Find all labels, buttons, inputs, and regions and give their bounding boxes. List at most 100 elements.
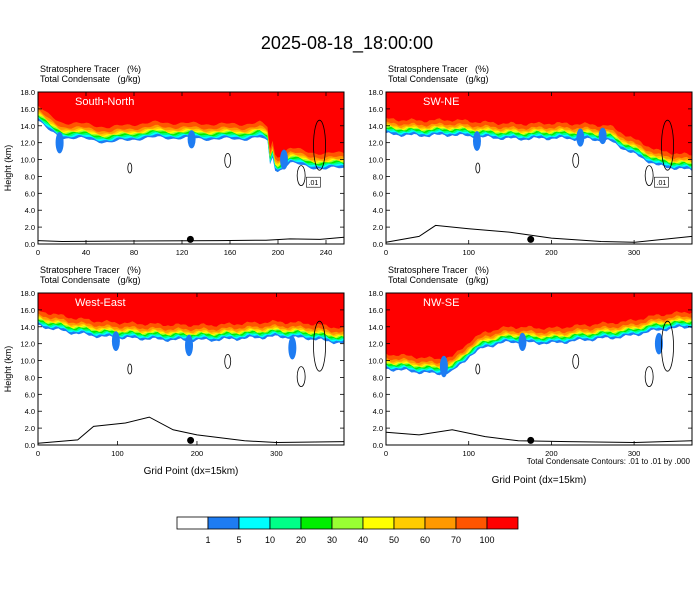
- x-axis-label: Grid Point (dx=15km): [144, 466, 239, 477]
- terrain-line: [37, 416, 345, 444]
- colorbar-swatch: [455, 516, 488, 530]
- y-tick-label: 12.0: [20, 340, 35, 349]
- panel-field-line1: Stratosphere Tracer (%): [388, 64, 489, 74]
- y-axis-label: Height (km): [3, 145, 13, 192]
- condensate-contour: [661, 119, 674, 171]
- tracer-field: [386, 92, 692, 172]
- panel-label: NW-SE: [423, 297, 459, 309]
- terrain-line: [385, 429, 693, 444]
- y-tick-label: 0.0: [373, 240, 383, 249]
- location-marker: [187, 436, 195, 444]
- tracer-field: [38, 293, 344, 360]
- y-tick-label: 14.0: [20, 122, 35, 131]
- tracer-intrusion: [518, 332, 527, 352]
- panel-field-line2: Total Condensate (g/kg): [388, 275, 489, 285]
- condensate-contours: [475, 119, 674, 187]
- x-tick-label: 300: [270, 449, 283, 458]
- y-tick-label: 2.0: [373, 424, 383, 433]
- location-marker: [527, 235, 535, 243]
- colorbar-swatch: [207, 516, 240, 530]
- colorbar-label: 10: [265, 535, 275, 545]
- x-tick-label: 100: [111, 449, 124, 458]
- x-tick-label: 100: [462, 248, 475, 257]
- x-tick-label: 0: [384, 449, 388, 458]
- y-tick-label: 6.0: [25, 390, 35, 399]
- y-tick-label: 2.0: [25, 424, 35, 433]
- y-tick-label: 10.0: [20, 156, 35, 165]
- y-tick-label: 10.0: [20, 357, 35, 366]
- footnote: Total Condensate Contours: .01 to .01 by…: [527, 457, 691, 466]
- y-tick-label: 16.0: [20, 105, 35, 114]
- colorbar-swatch: [362, 516, 395, 530]
- tracer-intrusion: [187, 130, 196, 149]
- y-tick-label: 18.0: [368, 88, 383, 97]
- x-tick-label: 0: [36, 248, 40, 257]
- colorbar-swatch: [331, 516, 364, 530]
- plot-frame: [385, 292, 693, 446]
- terrain-line: [385, 224, 693, 243]
- x-axis-label: Grid Point (dx=15km): [492, 475, 587, 486]
- condensate-contour: [127, 162, 133, 174]
- y-axis-label: Height (km): [3, 346, 13, 393]
- panel-field-line2: Total Condensate (g/kg): [40, 275, 141, 285]
- tracer-band-10: [38, 293, 344, 329]
- colorbar-swatch: [424, 516, 457, 530]
- x-tick-label: 0: [36, 449, 40, 458]
- y-tick-label: 18.0: [20, 88, 35, 97]
- contour-label: .01: [657, 180, 667, 187]
- tracer-intrusion: [472, 131, 481, 151]
- condensate-contours: [127, 320, 326, 388]
- tracer-intrusion: [288, 336, 297, 360]
- x-tick-label: 200: [545, 248, 558, 257]
- colorbar-label: 20: [296, 535, 306, 545]
- colorbar-label: 100: [479, 535, 494, 545]
- y-tick-label: 16.0: [368, 306, 383, 315]
- plot-frame: [37, 292, 345, 446]
- x-tick-label: 240: [320, 248, 333, 257]
- y-tick-label: 4.0: [373, 407, 383, 416]
- tracer-intrusion: [439, 355, 448, 378]
- tracer-band-10: [386, 293, 692, 360]
- y-tick-label: 6.0: [25, 189, 35, 198]
- tracer-field: [386, 293, 692, 378]
- condensate-contour: [572, 353, 580, 369]
- panel-label: South-North: [75, 96, 134, 108]
- tracer-band-10: [38, 92, 344, 158]
- y-tick-label: 8.0: [373, 373, 383, 382]
- condensate-contour: [661, 320, 674, 372]
- colorbar-swatch: [269, 516, 302, 530]
- y-tick-label: 12.0: [368, 340, 383, 349]
- tracer-band-10: [386, 92, 692, 156]
- condensate-contour: [313, 320, 326, 372]
- condensate-contour: [644, 366, 654, 388]
- condensate-contours: [475, 320, 674, 388]
- colorbar-label: 60: [420, 535, 430, 545]
- panel-label: West-East: [75, 297, 126, 309]
- colorbar-label: 1: [205, 535, 210, 545]
- y-tick-label: 14.0: [368, 122, 383, 131]
- y-tick-label: 14.0: [368, 323, 383, 332]
- x-tick-label: 80: [130, 248, 138, 257]
- tracer-intrusion: [111, 331, 120, 352]
- y-tick-label: 6.0: [373, 189, 383, 198]
- tracer-intrusion: [280, 149, 288, 170]
- y-tick-label: 4.0: [373, 206, 383, 215]
- x-tick-label: 300: [628, 449, 641, 458]
- panel-field-line1: Stratosphere Tracer (%): [40, 265, 141, 275]
- tracer-intrusion: [598, 127, 607, 145]
- x-tick-label: 120: [176, 248, 189, 257]
- contour-label-box: [306, 176, 321, 188]
- colorbar-swatch: [238, 516, 271, 530]
- colorbar-label: 50: [389, 535, 399, 545]
- x-tick-label: 0: [384, 248, 388, 257]
- condensate-contour: [313, 119, 326, 171]
- y-tick-label: 0.0: [25, 240, 35, 249]
- colorbar-label: 70: [451, 535, 461, 545]
- x-tick-label: 160: [224, 248, 237, 257]
- y-tick-label: 10.0: [368, 156, 383, 165]
- y-tick-label: 4.0: [25, 407, 35, 416]
- y-tick-label: 8.0: [373, 172, 383, 181]
- x-tick-label: 200: [545, 449, 558, 458]
- panel-field-line1: Stratosphere Tracer (%): [388, 265, 489, 275]
